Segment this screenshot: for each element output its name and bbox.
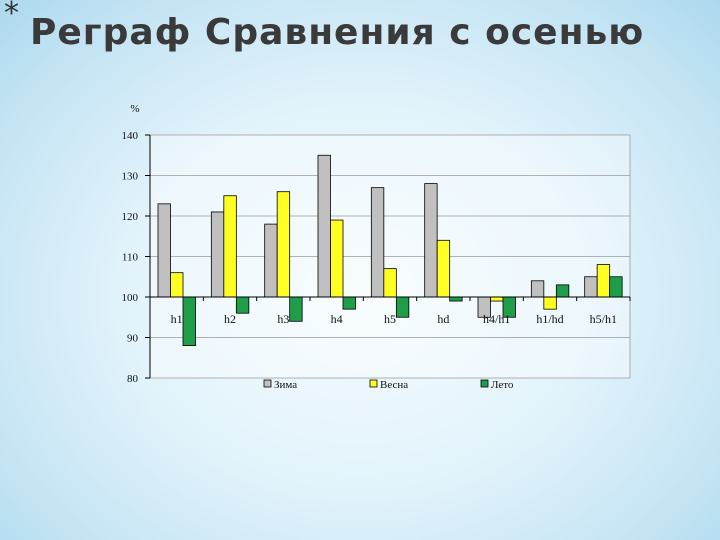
y-tick-label: 140 [122, 130, 139, 142]
bar [317, 154, 331, 298]
bar [436, 239, 451, 298]
bar [289, 296, 303, 322]
x-tick-label: h4/h1 [483, 312, 510, 326]
x-tick-label: h5/h1 [590, 312, 617, 326]
bar [370, 187, 385, 298]
legend-swatch [369, 379, 378, 388]
legend-label: Зима [274, 379, 297, 391]
chart-bars [157, 154, 623, 346]
y-tick-label: 90 [127, 333, 139, 345]
bar [395, 296, 410, 318]
bar [330, 219, 344, 298]
y-tick-label: 120 [122, 211, 139, 223]
bar [235, 296, 250, 314]
chart-axes [145, 134, 631, 379]
slide-title: Реграф Сравнения с осенью [30, 12, 645, 53]
bar [383, 268, 397, 298]
y-tick-label: 130 [122, 171, 139, 183]
legend-label: Лето [491, 379, 514, 391]
x-tick-label: h1/hd [536, 312, 563, 326]
x-tick-label: h1 [171, 312, 183, 326]
bar [210, 211, 225, 298]
bar [490, 296, 504, 302]
bar [584, 276, 598, 298]
x-tick-label: h5 [384, 312, 396, 326]
bar [543, 296, 557, 310]
bar [596, 264, 611, 298]
bar [449, 296, 463, 302]
x-tick-label: h4 [331, 312, 343, 326]
chart-labels: 80 90 100 110 120 130 140% h1 h2 h3 h4 h5 hd h4/h1 h1/… [122, 103, 618, 385]
y-axis-label: % [130, 103, 139, 115]
chart-legend: Зима Весна Лето [263, 379, 514, 391]
bar [182, 296, 196, 346]
legend-label: Весна [380, 379, 408, 391]
bar [157, 203, 171, 298]
x-tick-label: hd [437, 312, 449, 326]
bar [276, 191, 291, 298]
bar [342, 296, 356, 310]
legend-swatch [480, 379, 489, 388]
y-tick-label: 110 [122, 252, 139, 264]
bar [424, 183, 438, 298]
slide-title-bar: * Реграф Сравнения с осенью [0, 0, 720, 70]
bar [609, 276, 623, 298]
bar [555, 284, 570, 298]
bar [530, 280, 545, 298]
legend-swatch [263, 379, 272, 388]
bar [264, 223, 278, 298]
title-asterisk-icon: * [4, 0, 19, 31]
bar [223, 195, 237, 298]
y-tick-label: 80 [127, 373, 139, 385]
bar [170, 272, 184, 298]
x-tick-label: h2 [224, 312, 236, 326]
y-tick-label: 100 [122, 292, 139, 304]
x-tick-label: h3 [277, 312, 289, 326]
